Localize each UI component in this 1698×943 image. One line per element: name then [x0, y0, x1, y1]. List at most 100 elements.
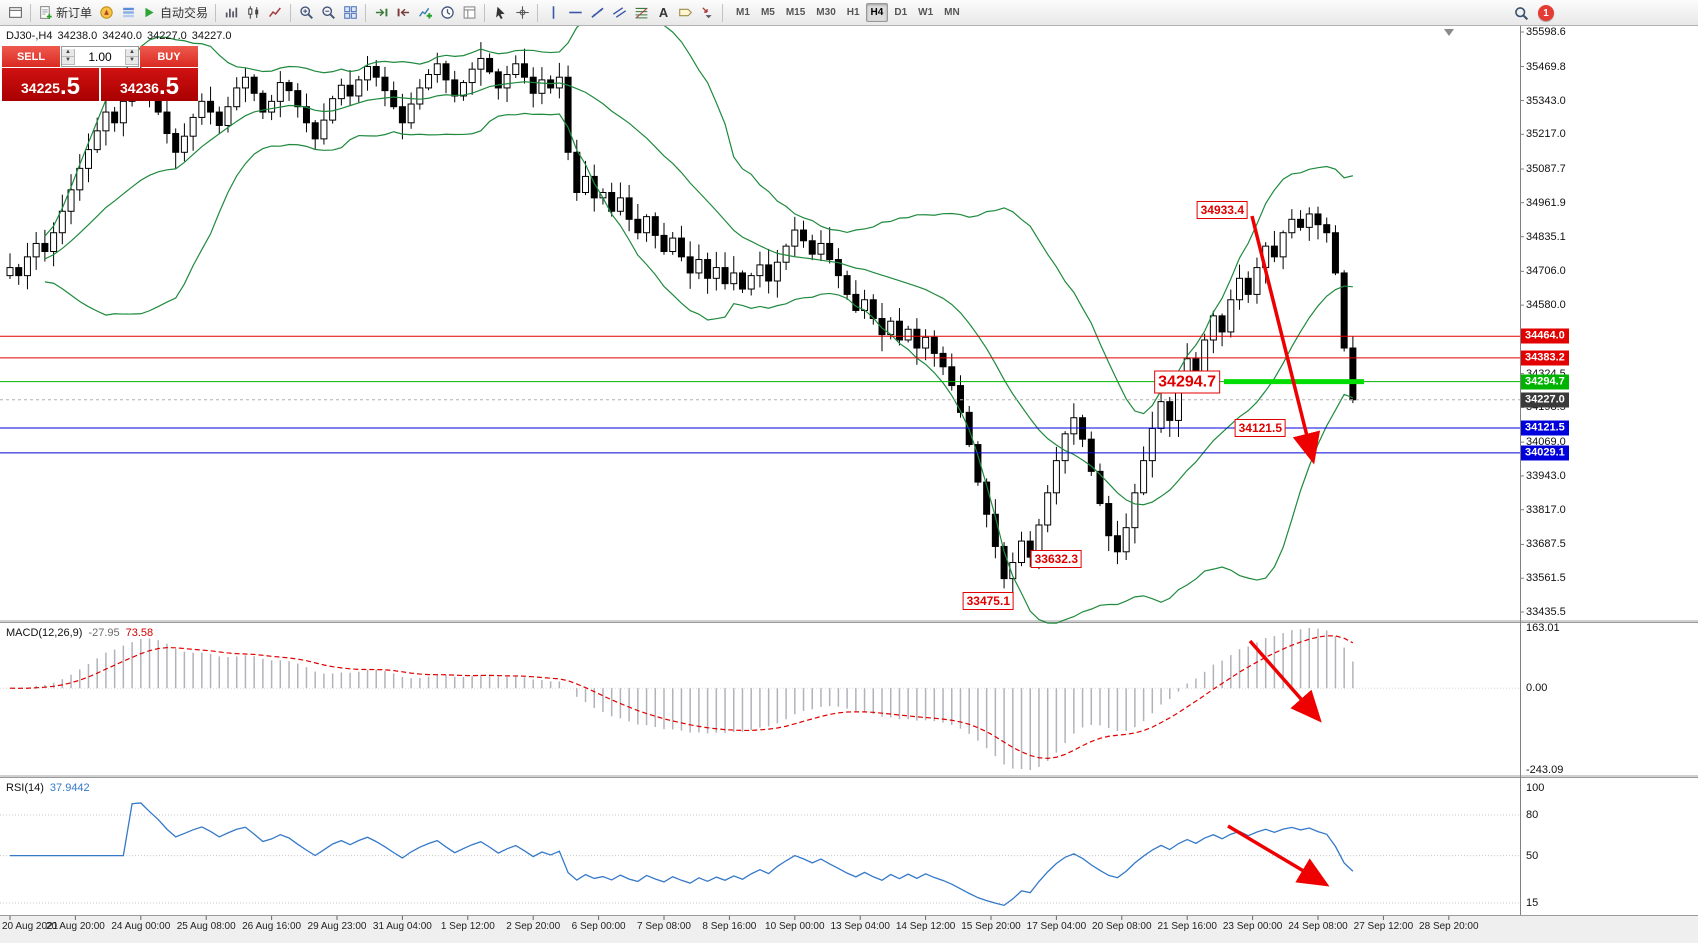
- quick-trade-button[interactable]: [95, 2, 117, 24]
- chart-window-button[interactable]: [4, 2, 26, 24]
- vline-icon: [546, 5, 561, 20]
- bar-chart-icon: [224, 5, 239, 20]
- price-chart: [0, 26, 1698, 920]
- toolbar-right: 1: [1510, 2, 1554, 24]
- zoom-out-button[interactable]: [317, 2, 339, 24]
- trend-arrow-rsi[interactable]: [1227, 824, 1330, 887]
- trendline-icon: [590, 5, 605, 20]
- layers-icon: [121, 5, 136, 20]
- zoom-in-icon: [299, 5, 314, 20]
- hline-icon: [568, 5, 583, 20]
- cursor-icon: [493, 5, 508, 20]
- compass-icon: [99, 5, 114, 20]
- timeframe-m30-button[interactable]: M30: [816, 7, 836, 18]
- candlestick-series: [6, 42, 1357, 594]
- toolbar-separator: [722, 3, 724, 22]
- macd-signal-line: [9, 635, 1354, 759]
- search-icon: [1514, 6, 1529, 21]
- shift-icon: [396, 5, 411, 20]
- bollinger-lower-band: [44, 112, 1354, 624]
- sell-button[interactable]: SELL: [2, 46, 61, 67]
- template-icon: [462, 5, 477, 20]
- timeframe-w1-button[interactable]: W1: [918, 7, 934, 18]
- timeframe-m15-button[interactable]: M15: [785, 7, 806, 18]
- channel-icon: [612, 5, 627, 20]
- timeframe-d1-button[interactable]: D1: [894, 7, 908, 18]
- arrows-dropdown-button[interactable]: [696, 2, 718, 24]
- timeframe-mn-button[interactable]: MN: [944, 7, 960, 18]
- text-button[interactable]: A: [652, 2, 674, 24]
- toolbar-separator: [537, 3, 539, 22]
- sell-price: 34225: [21, 80, 60, 96]
- arrows-icon: [700, 5, 715, 20]
- price-annotation[interactable]: 33475.1: [962, 592, 1014, 610]
- trend-arrow-macd[interactable]: [1248, 639, 1322, 723]
- trendline-button[interactable]: [586, 2, 608, 24]
- label-icon: [678, 5, 693, 20]
- toolbar-separator: [365, 3, 367, 22]
- chart-shift-button[interactable]: [392, 2, 414, 24]
- price-annotation[interactable]: 34121.5: [1234, 419, 1286, 437]
- price-annotation[interactable]: 34294.7: [1154, 370, 1220, 394]
- zoom-out-icon: [321, 5, 336, 20]
- cursor-button[interactable]: [489, 2, 511, 24]
- search-button[interactable]: [1510, 2, 1532, 24]
- market-depth-button[interactable]: [117, 2, 139, 24]
- vertical-line-button[interactable]: [542, 2, 564, 24]
- volume-decrease-button[interactable]: ▼: [126, 56, 138, 65]
- crosshair-button[interactable]: [511, 2, 533, 24]
- line-chart-icon: [268, 5, 283, 20]
- timeframe-h1-button[interactable]: H1: [846, 7, 860, 18]
- macd-histogram: [17, 628, 1354, 770]
- candles-icon: [246, 5, 261, 20]
- template-button[interactable]: [458, 2, 480, 24]
- volume-input[interactable]: [75, 49, 125, 64]
- bar-chart-button[interactable]: [220, 2, 242, 24]
- horizontal-line-button[interactable]: [564, 2, 586, 24]
- text-label-button[interactable]: [674, 2, 696, 24]
- volume-up-button[interactable]: ▲: [62, 48, 74, 57]
- timeframe-m1-button[interactable]: M1: [736, 7, 750, 18]
- fibonacci-button[interactable]: [630, 2, 652, 24]
- chart-shift-marker[interactable]: [1444, 29, 1454, 36]
- buy-price-button[interactable]: 34236.5: [101, 68, 198, 101]
- crosshair-icon: [515, 5, 530, 20]
- toolbar-separator: [484, 3, 486, 22]
- line-chart-button[interactable]: [264, 2, 286, 24]
- price-annotation[interactable]: 34933.4: [1196, 201, 1248, 219]
- bollinger-upper-band: [44, 26, 1354, 415]
- sell-price-button[interactable]: 34225.5: [2, 68, 99, 101]
- buy-button[interactable]: BUY: [139, 46, 198, 67]
- zoom-in-button[interactable]: [295, 2, 317, 24]
- one-click-trading-panel: SELL ▲ ▼ ▲ ▼ BUY 34225.5: [2, 46, 198, 101]
- notification-badge[interactable]: 1: [1538, 5, 1554, 21]
- buy-price-fraction: .5: [158, 73, 179, 100]
- text-icon: A: [656, 5, 671, 20]
- bollinger-middle-band: [44, 81, 1353, 506]
- period-selector-button[interactable]: [436, 2, 458, 24]
- volume-increase-button[interactable]: ▲: [126, 48, 138, 57]
- volume-down-button[interactable]: ▼: [62, 56, 74, 65]
- svg-text:A: A: [658, 5, 667, 20]
- main-toolbar: 新订单 自动交易 A M1 M5 M15 M30 H1 H4 D1 W1 MN 1: [0, 0, 1698, 26]
- toolbar-separator: [30, 3, 31, 22]
- tile-windows-button[interactable]: [339, 2, 361, 24]
- window-icon: [8, 5, 23, 20]
- trend-arrow-main[interactable]: [1250, 215, 1321, 465]
- tile-icon: [343, 5, 358, 20]
- fibo-icon: [634, 5, 649, 20]
- volume-field: ▲ ▼ ▲ ▼: [61, 46, 139, 67]
- timeframe-m5-button[interactable]: M5: [760, 7, 775, 18]
- add-indicator-button[interactable]: [414, 2, 436, 24]
- toolbar-separator: [215, 3, 217, 22]
- price-annotation[interactable]: 33632.3: [1030, 550, 1082, 568]
- channel-button[interactable]: [608, 2, 630, 24]
- timeframe-toolbar: M1 M5 M15 M30 H1 H4 D1 W1 MN: [731, 3, 965, 22]
- auto-scroll-button[interactable]: [370, 2, 392, 24]
- new-order-button[interactable]: 新订单: [35, 2, 95, 24]
- candlestick-chart-button[interactable]: [242, 2, 264, 24]
- sell-price-fraction: .5: [59, 73, 80, 100]
- timeframe-h4-button[interactable]: H4: [865, 3, 889, 22]
- autotrading-button[interactable]: 自动交易: [139, 2, 211, 24]
- autotrading-button-label: 自动交易: [160, 6, 209, 20]
